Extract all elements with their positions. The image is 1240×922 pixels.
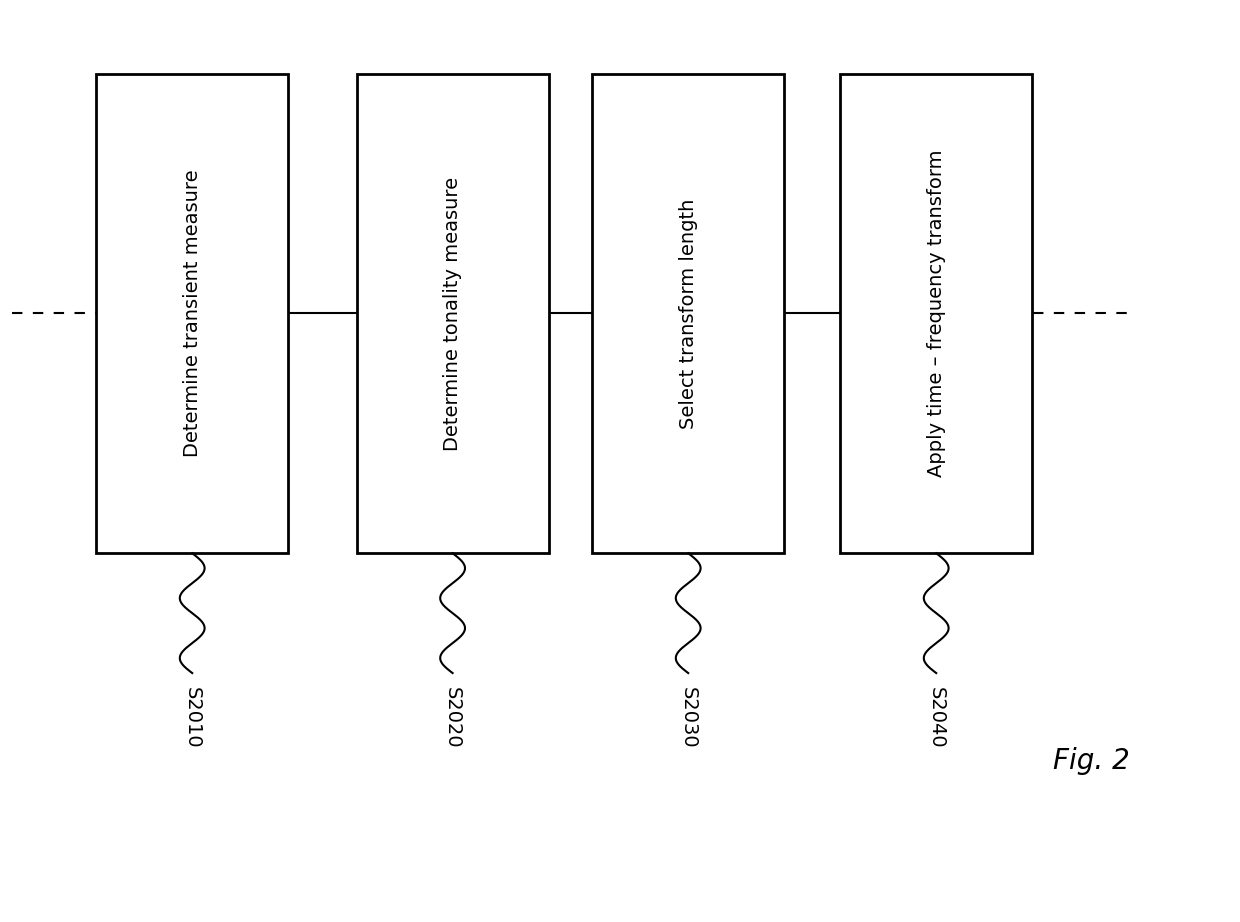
Text: S2040: S2040: [926, 687, 946, 749]
Text: S2030: S2030: [678, 687, 698, 749]
Text: Determine tonality measure: Determine tonality measure: [443, 176, 463, 451]
Text: S2010: S2010: [182, 687, 202, 749]
Text: S2020: S2020: [443, 687, 463, 749]
Text: Select transform length: Select transform length: [678, 198, 698, 429]
Bar: [593, 74, 785, 553]
Text: Apply time – frequency transform: Apply time – frequency transform: [926, 149, 946, 478]
Bar: [97, 74, 288, 553]
Text: Fig. 2: Fig. 2: [1053, 747, 1130, 774]
Bar: [841, 74, 1033, 553]
Bar: [357, 74, 549, 553]
Text: Determine transient measure: Determine transient measure: [182, 170, 202, 457]
